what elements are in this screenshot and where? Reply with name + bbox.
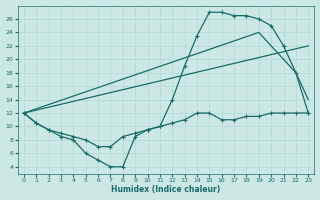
X-axis label: Humidex (Indice chaleur): Humidex (Indice chaleur) bbox=[111, 185, 221, 194]
